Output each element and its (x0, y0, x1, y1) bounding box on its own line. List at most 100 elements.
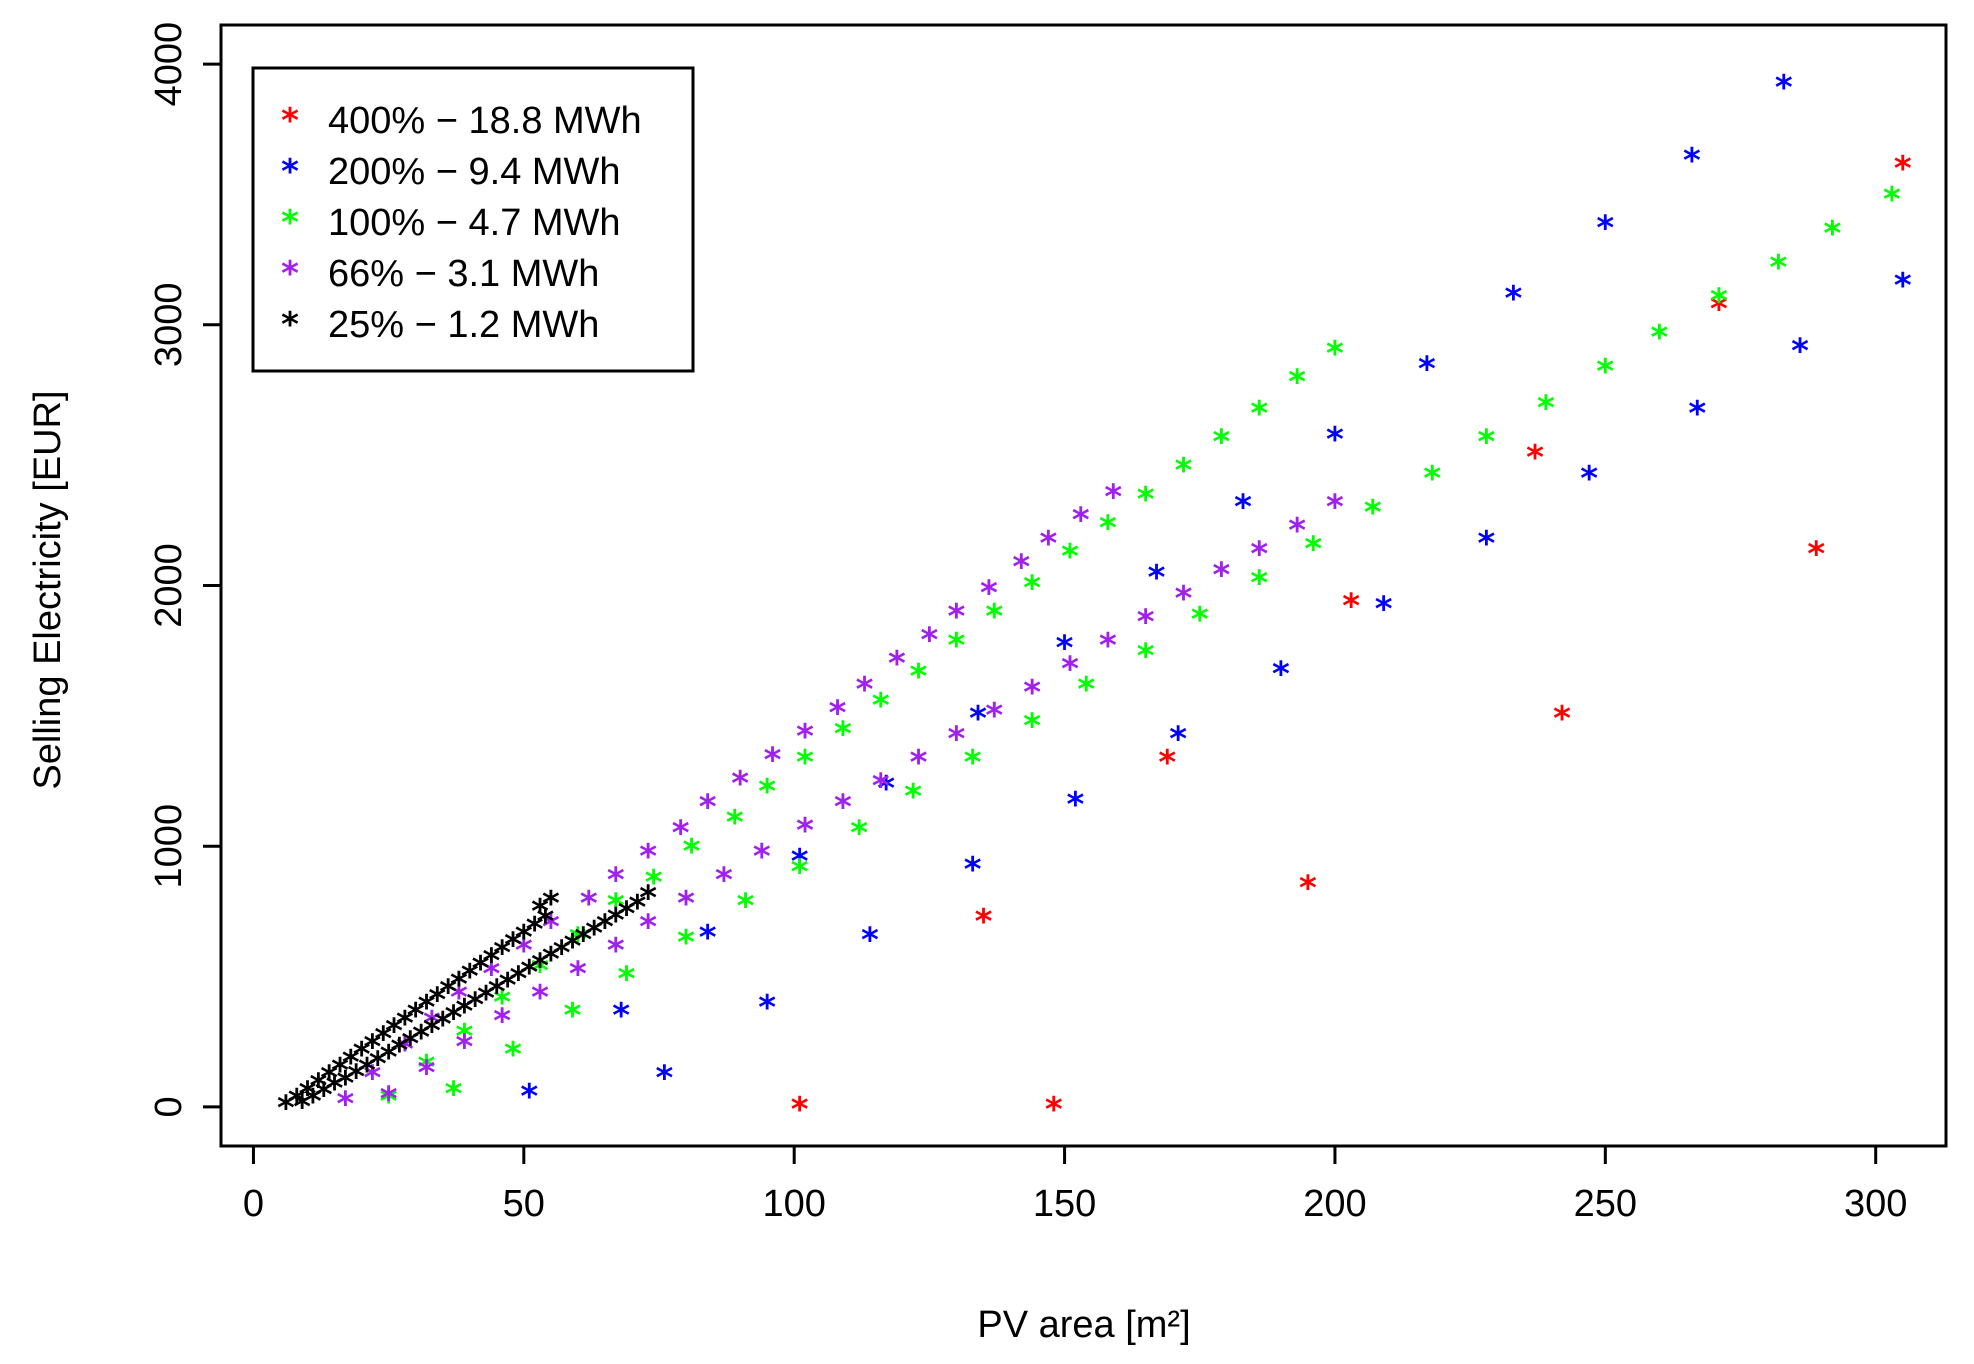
series-3: ****************************************… (336, 477, 1344, 1124)
data-point: * (872, 686, 890, 726)
data-point: * (488, 973, 506, 1013)
data-point: * (423, 1004, 441, 1044)
data-point: * (1710, 290, 1728, 330)
data-point: * (796, 743, 814, 783)
data-point: * (380, 1038, 398, 1078)
data-point: * (1213, 423, 1231, 463)
data-point: * (985, 597, 1003, 637)
data-point: * (1250, 535, 1268, 575)
data-point: * (515, 918, 533, 958)
y-axis: 0 1000 2000 3000 4000 (148, 22, 223, 1117)
data-point: * (796, 717, 814, 757)
data-point: * (493, 933, 511, 973)
data-point: * (904, 777, 922, 817)
data-point: * (482, 954, 500, 994)
data-point: * (288, 1082, 306, 1122)
x-tick-label: 300 (1844, 1183, 1907, 1225)
data-point: * (1894, 149, 1912, 189)
data-point: * (401, 1025, 419, 1065)
data-point: * (1023, 673, 1041, 713)
data-points: * *********** ****************************… (277, 68, 1912, 1130)
data-point: * (1807, 535, 1825, 575)
data-point: * (639, 879, 657, 919)
data-point: * (737, 887, 755, 927)
data-point: * (1477, 524, 1495, 564)
series-2: ****************************************… (380, 180, 1901, 1122)
y-tick-label: 2000 (148, 543, 190, 628)
data-point: * (948, 597, 966, 637)
data-point: * (1137, 636, 1155, 676)
data-point: * (1596, 209, 1614, 249)
data-point: * (596, 907, 614, 947)
data-point: * (796, 811, 814, 851)
data-point: * (336, 1085, 354, 1125)
data-point: * (856, 670, 874, 710)
data-point: * (428, 980, 446, 1020)
data-point: * (493, 1001, 511, 1041)
data-point: * (1326, 334, 1344, 374)
data-point: * (309, 1066, 327, 1106)
data-point: * (1375, 589, 1393, 629)
data-point: * (1137, 480, 1155, 520)
data-point: * (564, 996, 582, 1036)
data-point: * (391, 1031, 409, 1071)
data-point: * (1824, 214, 1842, 254)
data-point: * (418, 988, 436, 1028)
y-tick-label: 3000 (148, 283, 190, 368)
data-point: * (834, 787, 852, 827)
data-point: * (628, 888, 646, 928)
data-point: * (364, 1059, 382, 1099)
data-point: * (482, 941, 500, 981)
data-point: * (493, 983, 511, 1023)
legend-label: 100% − 4.7 MWh (328, 202, 621, 244)
data-point: * (369, 1044, 387, 1084)
data-point: * (1580, 459, 1598, 499)
legend-label: 66% − 3.1 MWh (328, 253, 599, 295)
data-point: * (861, 920, 879, 960)
legend-marker: * (281, 254, 299, 294)
legend: * 400% − 18.8 MWh * 200% − 9.4 MWh * 100% − 4… (251, 66, 695, 373)
data-point: * (764, 741, 782, 781)
data-point: * (450, 965, 468, 1005)
data-point: * (1775, 68, 1793, 108)
data-point: * (656, 1059, 674, 1099)
y-axis-title: Selling Electricity [EUR] (27, 390, 69, 789)
data-point: * (964, 743, 982, 783)
data-point: * (510, 960, 528, 1000)
x-tick-label: 250 (1574, 1183, 1637, 1225)
data-point: * (472, 949, 490, 989)
data-point: * (699, 787, 717, 827)
data-point: * (975, 902, 993, 942)
data-point: * (715, 860, 733, 900)
data-point: * (834, 714, 852, 754)
data-point: * (1072, 501, 1090, 541)
data-point: * (1023, 707, 1041, 747)
data-point: * (418, 1048, 436, 1088)
legend-label: 400% − 18.8 MWh (328, 100, 642, 142)
data-point: * (980, 574, 998, 614)
data-point: * (639, 837, 657, 877)
data-point: * (1099, 509, 1117, 549)
data-point: * (336, 1064, 354, 1104)
data-point: * (1894, 266, 1912, 306)
data-point: * (504, 1035, 522, 1075)
x-tick-label: 0 (243, 1183, 264, 1225)
x-axis-title: PV area [m²] (977, 1304, 1190, 1346)
data-point: * (1596, 352, 1614, 392)
data-point: * (353, 1035, 371, 1075)
data-point: * (1175, 451, 1193, 491)
data-point: * (1191, 600, 1209, 640)
data-point: * (607, 887, 625, 927)
data-point: * (645, 863, 663, 903)
data-point: * (969, 699, 987, 739)
data-point: * (607, 860, 625, 900)
data-point: * (791, 1090, 809, 1130)
data-point: * (320, 1059, 338, 1099)
data-point: * (1477, 423, 1495, 463)
data-point: * (829, 694, 847, 734)
data-point: * (396, 1030, 414, 1070)
data-point: * (439, 973, 457, 1013)
data-point: * (569, 954, 587, 994)
data-point: * (531, 978, 549, 1018)
